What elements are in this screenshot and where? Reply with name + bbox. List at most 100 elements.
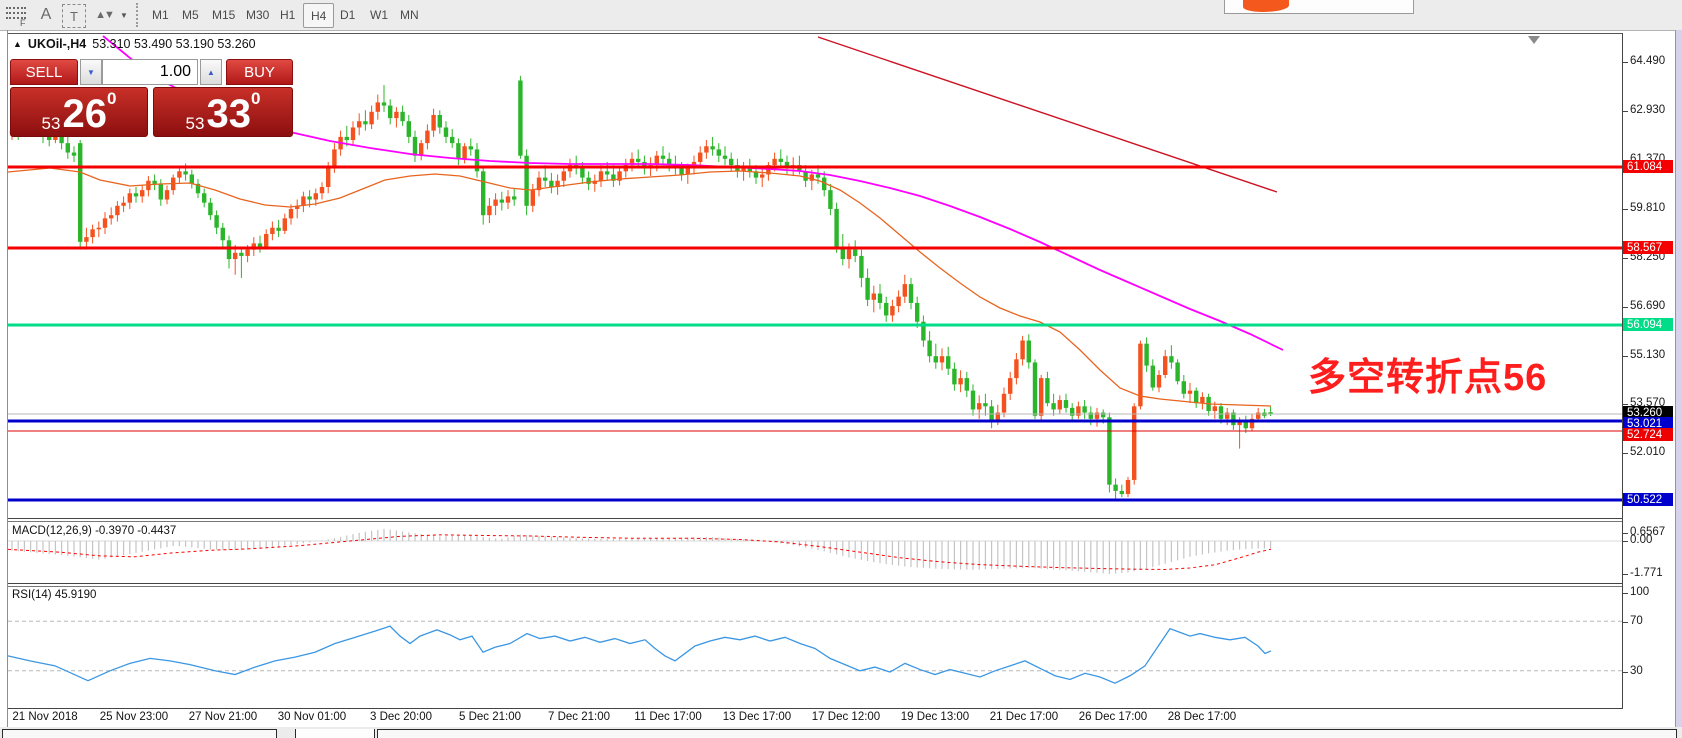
sell-price-button[interactable]: 53 26 0 [10, 87, 148, 137]
candle-body [660, 155, 666, 159]
volume-decrease-button[interactable]: ▼ [80, 59, 102, 85]
candle-body [1032, 362, 1038, 416]
candle-body [1039, 378, 1044, 416]
candle-body [1088, 412, 1093, 419]
candle-body [1194, 390, 1199, 404]
timeframe-button-MN[interactable]: MN [400, 7, 419, 22]
candle-body [716, 149, 721, 156]
candle-body [933, 356, 938, 363]
candle-body [183, 171, 188, 175]
candle-body [859, 255, 864, 278]
chart-shift-marker-icon[interactable] [1528, 36, 1540, 44]
timeframe-button-M30[interactable]: M30 [246, 7, 270, 22]
candle-body [958, 378, 963, 385]
candle-body [468, 146, 473, 150]
candle-body [425, 130, 430, 144]
volume-increase-button[interactable]: ▲ [200, 59, 222, 85]
timeframe-button-M5[interactable]: M5 [182, 7, 199, 22]
rsi-indicator-label: RSI(14) 45.9190 [12, 589, 97, 601]
candle-body [47, 136, 52, 141]
time-axis-label: 5 Dec 21:00 [458, 711, 522, 723]
rsi-line [7, 625, 1272, 684]
candle-body [1218, 406, 1224, 419]
macd-signal-line [7, 534, 1272, 570]
toolbar-separator [136, 3, 138, 27]
buy-button[interactable]: BUY [226, 59, 293, 85]
candle-body [456, 143, 461, 159]
candle-body [884, 302, 889, 316]
text-box-tool-icon[interactable]: T [62, 4, 86, 28]
timeframe-button-M1[interactable]: M1 [152, 7, 169, 22]
candle-body [803, 171, 808, 181]
candle-body [214, 215, 219, 228]
candle-body [301, 196, 306, 206]
candle-body [1187, 390, 1193, 394]
candle-body [158, 183, 163, 200]
price-level-badge: 56.094 [1623, 318, 1673, 331]
candle-body [1070, 407, 1075, 416]
fibonacci-tool-icon[interactable]: F [6, 4, 32, 27]
ma-slow-line [102, 35, 1284, 351]
candle-body [152, 180, 157, 184]
macd-axis-tick-label: -1.771 [1630, 567, 1663, 579]
time-axis-label: 30 Nov 01:00 [277, 711, 347, 723]
candle-body [65, 143, 70, 153]
timeframe-button-D1[interactable]: D1 [340, 7, 356, 22]
candle-body [443, 127, 449, 137]
window-left-border [7, 30, 8, 738]
chart-annotation-text[interactable]: 多空转折点56 [1308, 357, 1548, 399]
timeframe-button-M15[interactable]: M15 [212, 7, 236, 22]
candle-body [741, 168, 746, 172]
candle-body [617, 171, 622, 181]
sell-button[interactable]: SELL [10, 59, 78, 85]
candle-body [394, 111, 399, 119]
candle-body [220, 227, 225, 241]
candle-body [140, 190, 145, 197]
chevron-down-icon[interactable]: ▼ [120, 10, 128, 20]
candle-body [877, 293, 883, 303]
candle-body [1101, 412, 1106, 418]
timeframe-button-H1[interactable]: H1 [280, 7, 296, 22]
chart-tab[interactable] [377, 729, 1677, 738]
collapse-arrow-icon[interactable]: ▲ [13, 39, 22, 49]
candle-body [71, 152, 77, 156]
candle-body [1150, 365, 1155, 388]
macd-indicator-label: MACD(12,26,9) -0.3970 -0.4437 [12, 525, 177, 537]
candle-body [685, 168, 690, 175]
candle-body [90, 229, 95, 238]
arrow-objects-tool-icon[interactable]: ▲▼ [95, 9, 115, 21]
price-axis-tick-label: 56.690 [1630, 300, 1666, 312]
price-axis-tick-label: 55.130 [1630, 349, 1666, 361]
candle-body [307, 196, 312, 200]
chart-tab[interactable] [2, 729, 277, 738]
buy-price-button[interactable]: 53 33 0 [153, 87, 293, 137]
candle-body [815, 174, 821, 178]
time-axis-label: 19 Dec 13:00 [900, 711, 970, 723]
rsi-axis-tick-label: 100 [1630, 586, 1650, 598]
candle-body [357, 121, 362, 128]
candle-body [313, 193, 318, 200]
toolbar: F A T ▲▼ ▼ M1 M5 M15 M30 H1 H4 D1 W1 MN [0, 0, 1682, 31]
candle-body [729, 158, 734, 166]
candle-body [784, 161, 790, 169]
candle-body [561, 171, 566, 181]
text-label-tool-icon[interactable]: A [40, 6, 52, 23]
timeframe-button-W1[interactable]: W1 [370, 7, 388, 22]
vertical-scrollbar[interactable] [1675, 30, 1682, 738]
chart-tab-selected[interactable] [295, 729, 375, 738]
candle-body [127, 193, 132, 203]
candle-body [1113, 484, 1118, 491]
candle-body [915, 302, 920, 322]
price-level-badge: 58.567 [1623, 241, 1673, 254]
candle-body [1001, 393, 1007, 413]
candle-body [419, 143, 424, 156]
candle-body [282, 218, 287, 231]
volume-input[interactable] [102, 59, 198, 85]
candle-body [164, 190, 170, 200]
candle-body [518, 80, 523, 156]
candle-body [189, 174, 194, 184]
price-level-badge: 50.522 [1623, 493, 1673, 506]
buy-price-pip: 0 [250, 89, 261, 108]
timeframe-button-H4[interactable]: H4 [303, 3, 335, 28]
